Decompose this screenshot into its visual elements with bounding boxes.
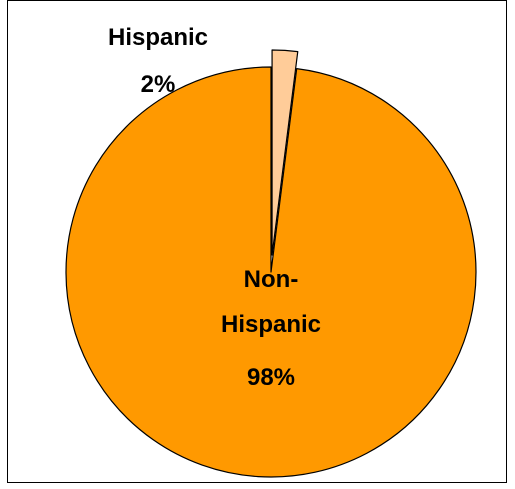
- slice-label-non-hispanic-line-2: Hispanic: [221, 311, 321, 338]
- slice-label-non-hispanic-line-1: Non-: [244, 266, 299, 293]
- labels-layer: Hispanic 2% Non- Hispanic 98%: [108, 24, 321, 391]
- pie-slice-non-hispanic: [65, 66, 477, 478]
- chart-frame: Hispanic 2% Non- Hispanic 98%: [7, 0, 507, 483]
- slice-percent-non-hispanic: 98%: [247, 364, 295, 391]
- slice-percent-hispanic: 2%: [141, 71, 176, 98]
- slices-layer: [65, 49, 477, 478]
- pie-chart: Hispanic 2% Non- Hispanic 98%: [65, 24, 477, 478]
- slice-label-hispanic-line-1: Hispanic: [108, 24, 208, 51]
- pie-slice-hispanic: [271, 49, 299, 256]
